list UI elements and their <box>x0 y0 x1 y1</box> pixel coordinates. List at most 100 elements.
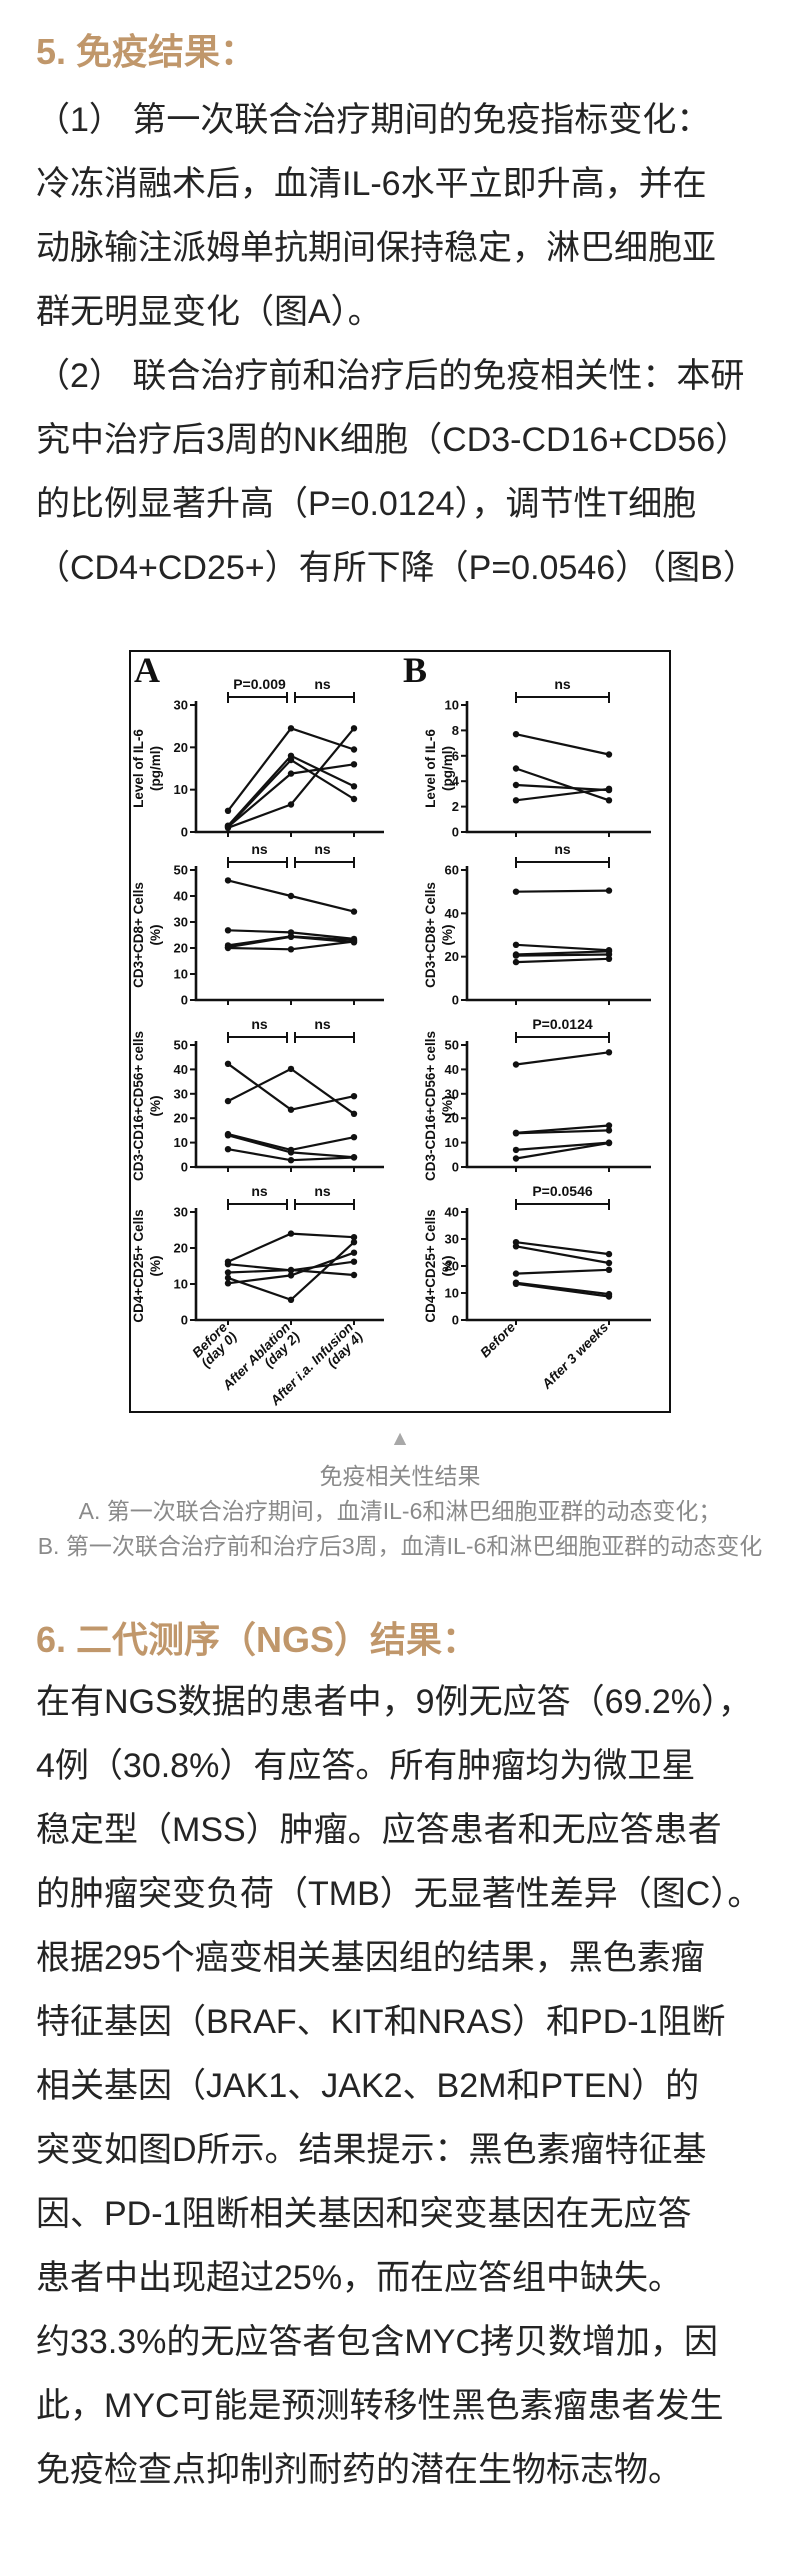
caption-line: B. 第一次联合治疗前和治疗后3周，血清IL-6和淋巴细胞亚群的动态变化 <box>37 1533 763 1559</box>
text-line: 在有NGS数据的患者中，9例无应答（69.2%）， <box>36 1683 752 1721</box>
svg-text:50: 50 <box>445 1038 459 1053</box>
svg-text:10: 10 <box>174 967 188 982</box>
svg-text:P=0.009: P=0.009 <box>233 676 286 692</box>
text-line: 相关基因（JAK1、JAK2、B2M和PTEN）的 <box>36 2067 700 2105</box>
svg-text:10: 10 <box>445 698 459 713</box>
svg-text:20: 20 <box>174 941 188 956</box>
section5-paragraph: （1） 第一次联合治疗期间的免疫指标变化： 冷冻消融术后，血清IL-6水平立即升高… <box>0 88 800 600</box>
svg-text:Level of IL-6: Level of IL-6 <box>423 729 438 808</box>
text-line: 突变如图D所示。结果提示：黑色素瘤特征基 <box>36 2131 707 2169</box>
svg-text:10: 10 <box>174 1135 188 1150</box>
svg-text:50: 50 <box>174 1038 188 1053</box>
text-line: 此，MYC可能是预测转移性黑色素瘤患者发生 <box>36 2387 724 2425</box>
svg-text:0: 0 <box>181 993 188 1008</box>
svg-text:ns: ns <box>314 841 331 857</box>
svg-text:20: 20 <box>174 1241 188 1256</box>
text-line: 动脉输注派姆单抗期间保持稳定，淋巴细胞亚 <box>36 229 716 267</box>
text-line: （2） 联合治疗前和治疗后的免疫相关性：本研 <box>36 357 745 395</box>
svg-text:30: 30 <box>174 1086 188 1101</box>
svg-text:40: 40 <box>174 889 188 904</box>
text-line: 根据295个癌变相关基因组的结果，黑色素瘤 <box>36 1939 705 1977</box>
svg-text:20: 20 <box>445 1259 459 1274</box>
svg-text:8: 8 <box>452 723 459 738</box>
text-line: 的比例显著升高（P=0.0124），调节性T细胞 <box>36 485 697 523</box>
svg-text:4: 4 <box>452 774 460 789</box>
section5-heading: 5. 免疫结果： <box>36 31 257 72</box>
text-line: 稳定型（MSS）肿瘤。应答患者和无应答患者 <box>36 1811 722 1849</box>
section6-paragraph: 在有NGS数据的患者中，9例无应答（69.2%）， 4例（30.8%）有应答。所有… <box>0 1670 800 2502</box>
text-line: （1） 第一次联合治疗期间的免疫指标变化： <box>36 101 711 139</box>
svg-text:10: 10 <box>445 1135 459 1150</box>
svg-text:0: 0 <box>452 825 459 840</box>
svg-text:B: B <box>403 652 427 690</box>
text-line: 特征基因（BRAF、KIT和NRAS）和PD-1阻断 <box>36 2003 726 2041</box>
svg-text:40: 40 <box>445 906 459 921</box>
svg-text:ns: ns <box>314 676 331 692</box>
svg-text:P=0.0124: P=0.0124 <box>532 1016 593 1032</box>
svg-text:(%): (%) <box>148 1256 163 1277</box>
immune-results-figure: A B 0 10 20 30 Level of IL-6 (pg/ml) P=0.009 ns 0 2… <box>129 650 671 1413</box>
text-line: 群无明显变化（图A）。 <box>36 293 382 331</box>
svg-text:CD3+CD8+ Cells: CD3+CD8+ Cells <box>131 882 146 988</box>
text-line: 冷冻消融术后，血清IL-6水平立即升高，并在 <box>36 165 707 203</box>
svg-text:50: 50 <box>174 863 188 878</box>
text-line: 免疫检查点抑制剂耐药的潜在生物标志物。 <box>36 2451 682 2489</box>
svg-text:(pg/ml): (pg/ml) <box>440 746 455 791</box>
svg-text:CD3+CD8+ Cells: CD3+CD8+ Cells <box>423 882 438 988</box>
svg-text:Before: Before <box>477 1319 518 1360</box>
svg-text:(%): (%) <box>148 1096 163 1117</box>
text-line: 的肿瘤突变负荷（TMB）无显著性差异（图C）。 <box>36 1875 762 1913</box>
svg-text:Level of IL-6: Level of IL-6 <box>131 729 146 808</box>
svg-text:60: 60 <box>445 863 459 878</box>
svg-text:(%): (%) <box>440 925 455 946</box>
section6-heading: 6. 二代测序（NGS）结果： <box>36 1619 479 1660</box>
svg-text:30: 30 <box>445 1086 459 1101</box>
svg-text:(%): (%) <box>440 1256 455 1277</box>
figure-caption: 免疫相关性结果 A. 第一次联合治疗期间，血清IL-6和淋巴细胞亚群的动态变化； B… <box>0 1459 800 1564</box>
article-page: 5. 免疫结果： （1） 第一次联合治疗期间的免疫指标变化： 冷冻消融术后，血清I… <box>0 30 800 2502</box>
svg-text:CD3-CD16+CD56+ cells: CD3-CD16+CD56+ cells <box>131 1031 146 1181</box>
svg-text:(%): (%) <box>148 925 163 946</box>
svg-text:0: 0 <box>452 993 459 1008</box>
svg-text:20: 20 <box>174 1111 188 1126</box>
text-line: （CD4+CD25+）有所下降（P=0.0546）（图B） <box>36 549 757 587</box>
figure-pointer-icon: ▲ <box>389 1427 411 1450</box>
svg-text:40: 40 <box>445 1062 459 1077</box>
svg-text:ns: ns <box>314 1183 331 1199</box>
svg-text:(%): (%) <box>440 1096 455 1117</box>
svg-text:30: 30 <box>174 698 188 713</box>
svg-text:0: 0 <box>181 1160 188 1175</box>
caption-line: A. 第一次联合治疗期间，血清IL-6和淋巴细胞亚群的动态变化； <box>78 1498 722 1524</box>
svg-text:A: A <box>134 652 160 690</box>
svg-text:CD3-CD16+CD56+ cells: CD3-CD16+CD56+ cells <box>423 1031 438 1181</box>
svg-text:ns: ns <box>554 841 571 857</box>
svg-text:40: 40 <box>174 1062 188 1077</box>
svg-text:0: 0 <box>452 1313 459 1328</box>
svg-text:30: 30 <box>174 915 188 930</box>
svg-text:30: 30 <box>174 1205 188 1220</box>
svg-text:2: 2 <box>452 799 459 814</box>
svg-text:CD4+CD25+ Cells: CD4+CD25+ Cells <box>423 1209 438 1322</box>
svg-text:P=0.0546: P=0.0546 <box>532 1183 593 1199</box>
svg-text:30: 30 <box>445 1232 459 1247</box>
svg-text:10: 10 <box>174 1277 188 1292</box>
svg-text:0: 0 <box>452 1160 459 1175</box>
text-line: 4例（30.8%）有应答。所有肿瘤均为微卫星 <box>36 1747 696 1785</box>
text-line: 因、PD-1阻断相关基因和突变基因在无应答 <box>36 2195 692 2233</box>
text-line: 约33.3%的无应答者包含MYC拷贝数增加，因 <box>36 2323 718 2361</box>
svg-text:ns: ns <box>251 841 268 857</box>
svg-text:20: 20 <box>445 1111 459 1126</box>
caption-line: 免疫相关性结果 <box>319 1463 481 1489</box>
svg-text:0: 0 <box>181 825 188 840</box>
svg-text:40: 40 <box>445 1205 459 1220</box>
svg-text:ns: ns <box>251 1183 268 1199</box>
svg-text:ns: ns <box>554 676 571 692</box>
svg-text:After 3 weeks: After 3 weeks <box>538 1319 611 1392</box>
svg-text:6: 6 <box>452 748 459 763</box>
svg-text:20: 20 <box>174 740 188 755</box>
svg-text:CD4+CD25+ Cells: CD4+CD25+ Cells <box>131 1209 146 1322</box>
svg-text:ns: ns <box>314 1016 331 1032</box>
svg-text:10: 10 <box>445 1286 459 1301</box>
text-line: 究中治疗后3周的NK细胞（CD3-CD16+CD56） <box>36 421 750 459</box>
